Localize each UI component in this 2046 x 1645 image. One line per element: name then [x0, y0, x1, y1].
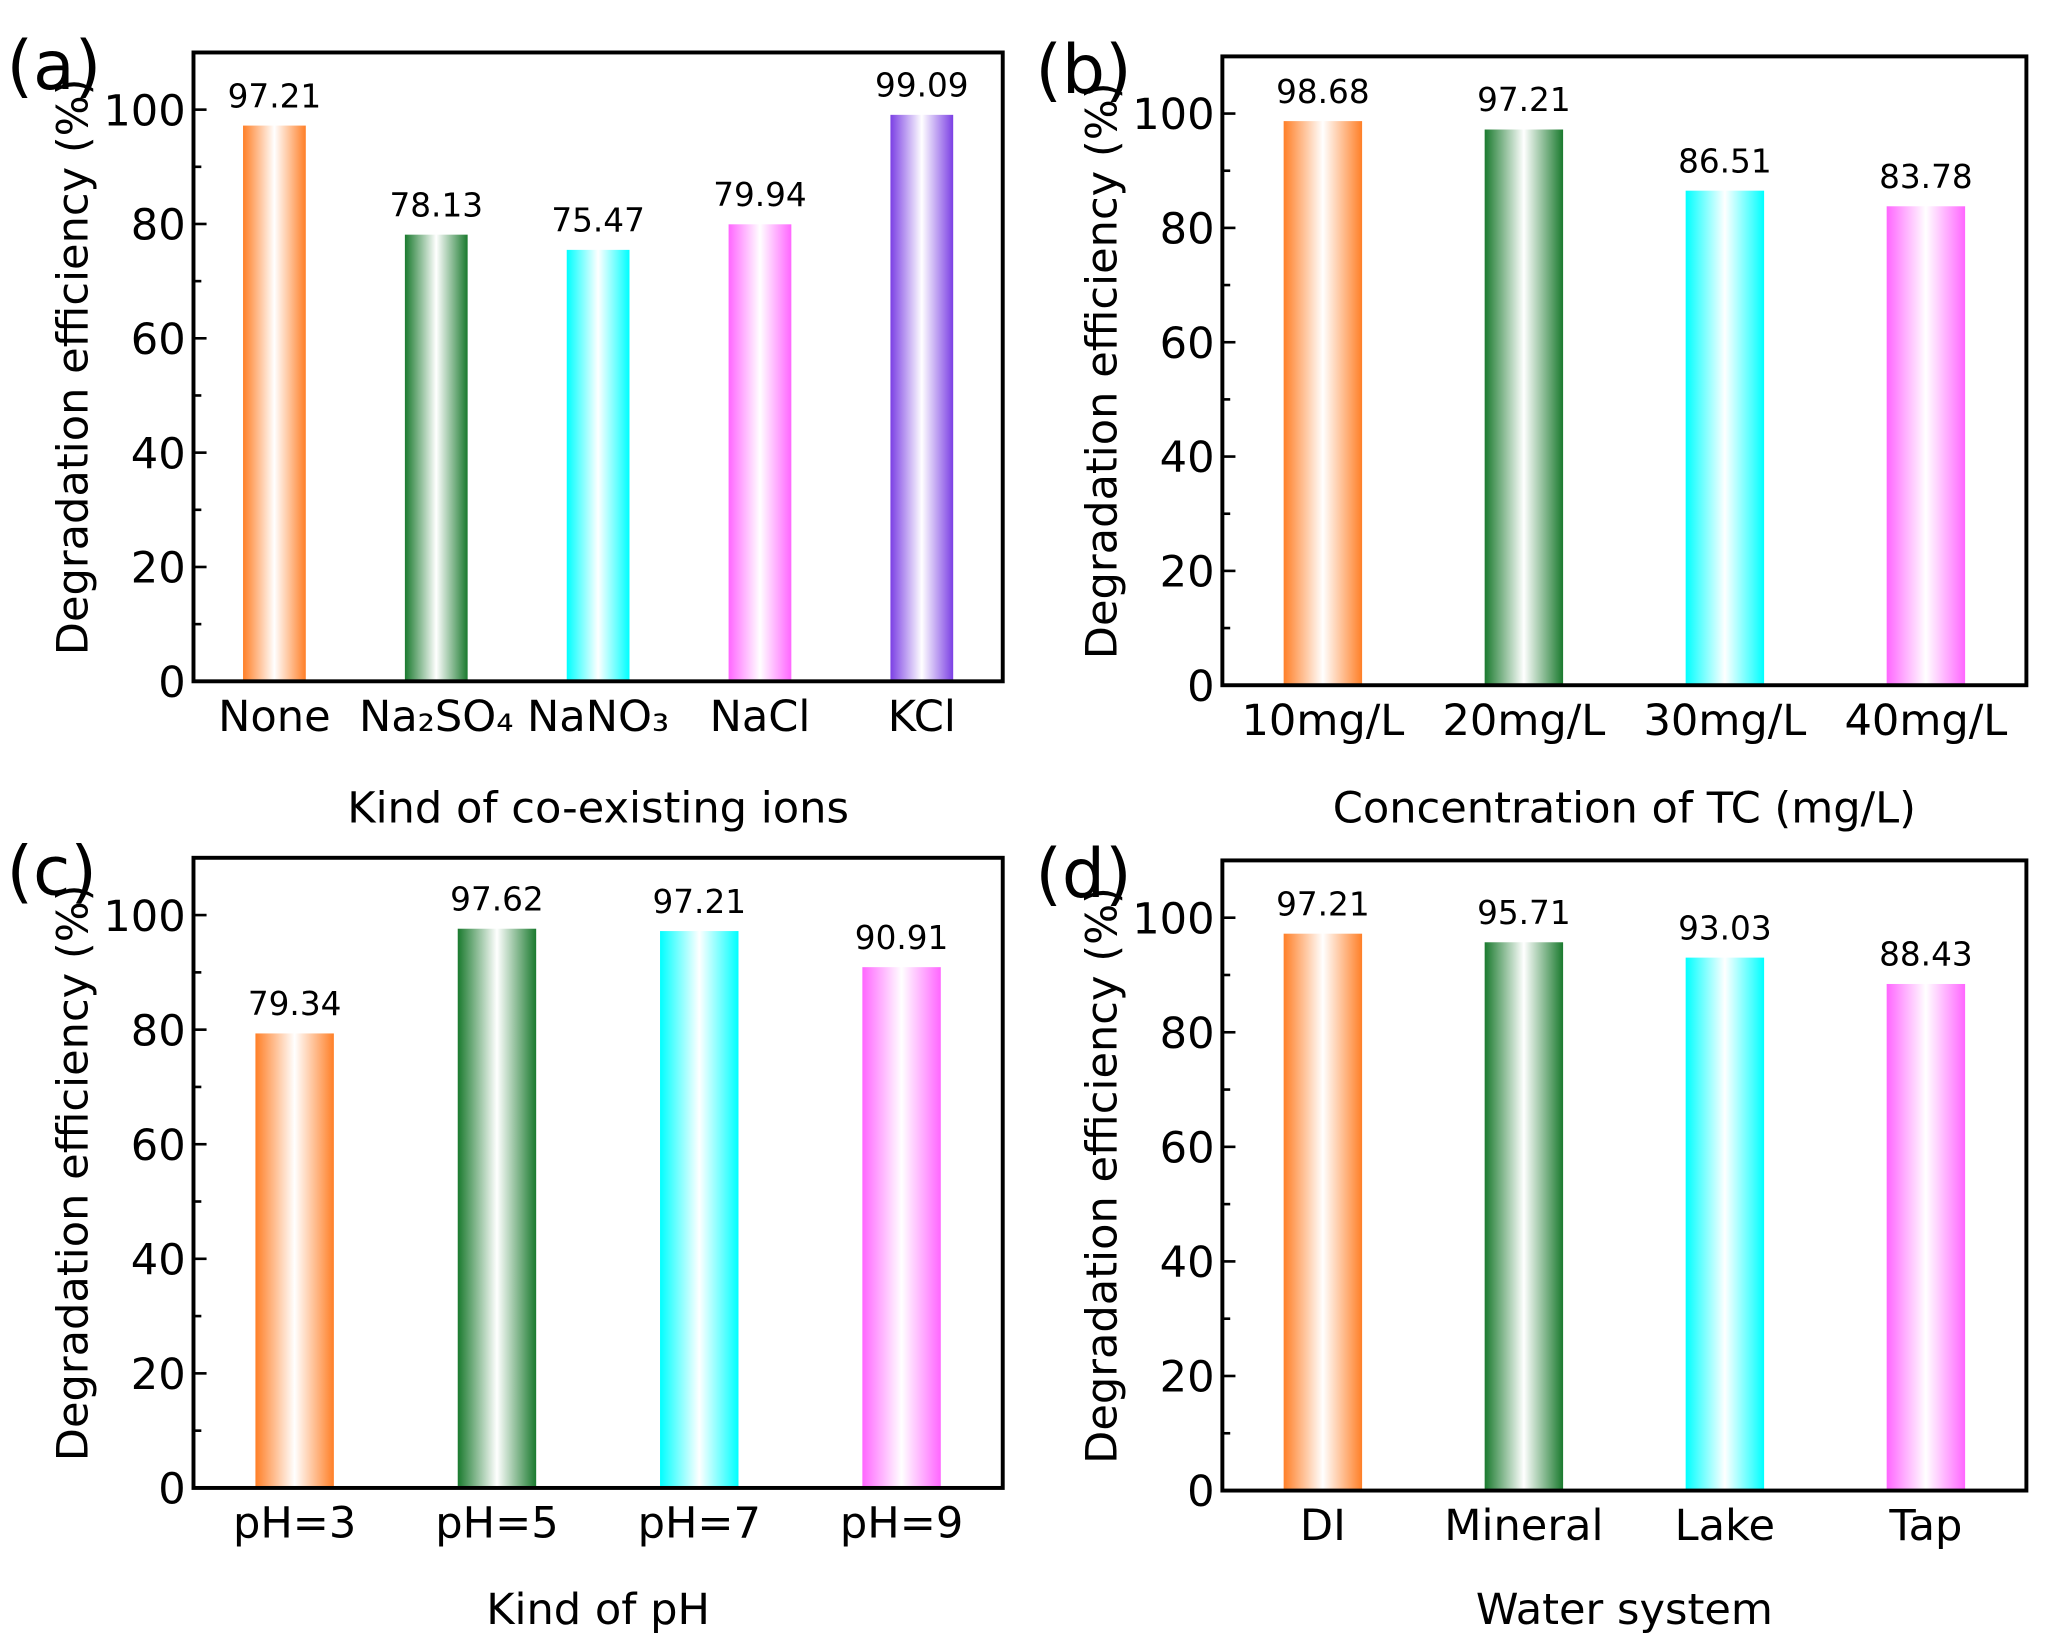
x-tick-label: pH=9 — [840, 1499, 963, 1549]
x-tick-label: 20mg/L — [1442, 696, 1605, 746]
value-label: 79.94 — [713, 176, 807, 214]
y-axis-label: Degradation efficiency (%) — [1077, 887, 1127, 1464]
value-label: 97.21 — [652, 883, 746, 921]
bar — [1283, 121, 1363, 686]
x-tick-label: NaCl — [710, 692, 811, 742]
bar — [1886, 206, 1966, 686]
value-label: 97.21 — [1477, 81, 1571, 119]
x-tick-label: pH=5 — [435, 1499, 558, 1549]
bar — [457, 928, 537, 1488]
y-tick-label: 80 — [131, 201, 186, 251]
plot-frame — [1220, 54, 2029, 688]
x-tick-label: Na₂SO₄ — [359, 692, 514, 742]
x-tick-label: pH=7 — [638, 1499, 761, 1549]
value-label: 93.03 — [1678, 909, 1772, 947]
y-tick-label: 100 — [103, 892, 185, 942]
panel-label: (a) — [7, 27, 102, 106]
bar — [862, 967, 941, 1488]
plot-frame — [191, 855, 1005, 1490]
y-tick-label: 0 — [158, 658, 185, 708]
y-axis-label: Degradation efficiency (%) — [1077, 82, 1127, 659]
panel-label: (d) — [1035, 835, 1131, 914]
value-label: 97.21 — [228, 77, 322, 115]
value-label: 83.78 — [1879, 158, 1973, 196]
bar — [566, 249, 630, 682]
x-tick-label: Lake — [1675, 1501, 1775, 1551]
bar — [1283, 933, 1363, 1491]
y-tick-label: 60 — [131, 1121, 186, 1171]
y-tick-label: 80 — [1160, 205, 1215, 255]
y-tick-label: 100 — [1132, 90, 1214, 140]
y-tick-label: 0 — [1187, 1467, 1214, 1517]
bar — [1484, 942, 1564, 1491]
value-label: 86.51 — [1678, 142, 1772, 180]
y-tick-label: 20 — [131, 1350, 186, 1400]
bar — [728, 224, 792, 682]
x-tick-label: KCl — [888, 692, 956, 742]
x-tick-label: Mineral — [1444, 1501, 1603, 1551]
y-tick-label: 80 — [1160, 1009, 1215, 1059]
x-axis-label: Concentration of TC (mg/L) — [1333, 783, 1916, 833]
x-tick-label: NaNO₃ — [527, 692, 669, 742]
bar — [243, 125, 306, 682]
y-tick-label: 100 — [1132, 894, 1214, 944]
value-label: 90.91 — [855, 919, 949, 957]
x-tick-label: None — [218, 692, 331, 742]
bar — [1886, 983, 1966, 1491]
y-axis-label: Degradation efficiency (%) — [49, 885, 99, 1462]
y-tick-label: 0 — [158, 1465, 185, 1515]
bar — [660, 931, 739, 1488]
y-tick-label: 40 — [131, 429, 186, 479]
x-axis-label: Water system — [1476, 1585, 1773, 1635]
plot-frame — [1220, 858, 2029, 1493]
y-tick-label: 100 — [103, 86, 185, 136]
plot-frame — [191, 50, 1005, 684]
x-axis-label: Kind of pH — [486, 1585, 710, 1635]
bar — [890, 114, 954, 682]
value-label: 99.09 — [875, 67, 969, 105]
x-tick-label: 10mg/L — [1241, 696, 1404, 746]
x-tick-label: 30mg/L — [1643, 696, 1806, 746]
y-tick-label: 40 — [131, 1235, 186, 1285]
x-tick-label: Tap — [1888, 1501, 1962, 1551]
bar — [404, 234, 468, 682]
y-tick-label: 20 — [1160, 548, 1215, 598]
value-label: 95.71 — [1477, 894, 1571, 932]
bar — [1685, 190, 1765, 686]
bar — [1484, 129, 1564, 686]
y-tick-label: 20 — [1160, 1353, 1215, 1403]
panel-label: (c) — [7, 832, 97, 911]
y-tick-label: 60 — [131, 315, 186, 365]
y-tick-label: 60 — [1160, 1124, 1215, 1174]
y-axis-label: Degradation efficiency (%) — [49, 79, 99, 656]
bar — [1685, 957, 1765, 1491]
value-label: 98.68 — [1276, 73, 1370, 111]
value-label: 97.62 — [450, 880, 544, 918]
y-tick-label: 60 — [1160, 319, 1215, 369]
value-label: 97.21 — [1276, 885, 1370, 923]
panel-label: (b) — [1035, 31, 1131, 110]
x-tick-label: pH=3 — [233, 1499, 356, 1549]
y-tick-label: 0 — [1187, 662, 1214, 712]
y-tick-label: 20 — [131, 544, 186, 594]
value-label: 79.34 — [248, 985, 342, 1023]
value-label: 88.43 — [1879, 936, 1973, 974]
y-tick-label: 40 — [1160, 433, 1215, 483]
x-tick-label: 40mg/L — [1844, 696, 2007, 746]
value-label: 78.13 — [389, 186, 483, 224]
value-label: 75.47 — [551, 202, 645, 240]
x-tick-label: DI — [1300, 1501, 1346, 1551]
x-axis-label: Kind of co-existing ions — [347, 783, 849, 833]
y-tick-label: 40 — [1160, 1238, 1215, 1288]
y-tick-label: 80 — [131, 1006, 186, 1056]
bar — [255, 1033, 334, 1488]
